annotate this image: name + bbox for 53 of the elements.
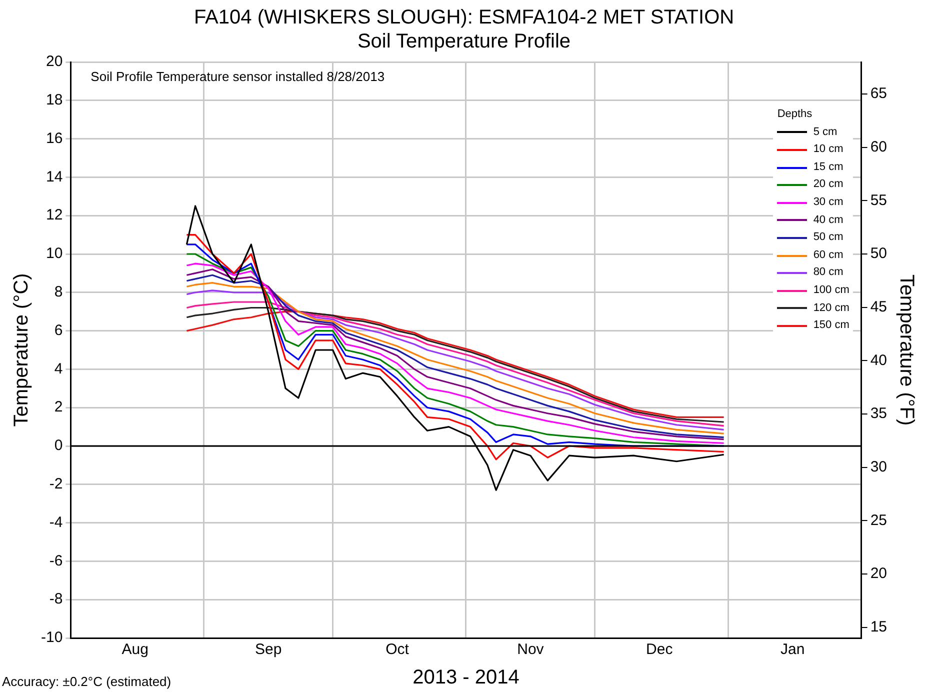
y-tick-label: -6 xyxy=(49,552,63,570)
legend-label: 5 cm xyxy=(813,124,838,140)
y2-tick-label: 20 xyxy=(870,565,888,582)
y2-tick-label: 15 xyxy=(870,618,888,636)
y-tick-label: 10 xyxy=(46,245,63,262)
chart-title: FA104 (WHISKERS SLOUGH): ESMFA104-2 MET STATION xyxy=(194,6,734,29)
legend-label: 80 cm xyxy=(813,265,844,280)
y2-tick-label: 50 xyxy=(870,245,888,262)
y2-tick-label: 55 xyxy=(870,192,888,209)
legend-label: 10 cm xyxy=(813,142,844,158)
y-tick-label: 2 xyxy=(54,398,63,416)
x-tick-label: Aug xyxy=(122,641,148,658)
legend-label: 40 cm xyxy=(813,212,844,228)
y-tick-label: 14 xyxy=(46,168,63,186)
x-axis-title: 2013 - 2014 xyxy=(412,666,520,689)
text: Accuracy: ±0.2°C (estimated) xyxy=(2,674,172,690)
y-axis-title: Temperature (°C) xyxy=(10,273,33,427)
y-tick-label: -8 xyxy=(49,590,63,608)
y-tick-label: 16 xyxy=(46,130,63,147)
legend-label: 50 cm xyxy=(813,230,844,246)
legend-label: 100 cm xyxy=(813,282,850,298)
chart-subtitle: Soil Temperature Profile xyxy=(357,30,571,53)
y-tick-label: 20 xyxy=(46,53,63,70)
y2-tick-label: 45 xyxy=(870,298,888,316)
x-tick-label: Sep xyxy=(254,641,282,658)
y-tick-label: 0 xyxy=(54,437,63,454)
y2-axis-title: Temperature (°F) xyxy=(895,274,918,426)
y2-tick-label: 65 xyxy=(870,85,888,102)
y-tick-label: -10 xyxy=(40,629,63,646)
y2-tick-label: 25 xyxy=(870,512,888,529)
x-tick-label: Oct xyxy=(386,641,410,658)
legend-label: 150 cm xyxy=(813,318,850,334)
x-tick-label: Nov xyxy=(517,641,544,658)
legend-label: 30 cm xyxy=(813,194,844,210)
y-tick-label: 4 xyxy=(54,360,63,378)
annotation: Soil Profile Temperature sensor installed 8/28/2013 xyxy=(90,69,385,84)
legend-label: 120 cm xyxy=(813,300,850,316)
legend-label: 15 cm xyxy=(813,160,844,175)
y-tick-label: -4 xyxy=(49,514,63,531)
y2-tick-label: 35 xyxy=(870,405,888,422)
y-tick-label: 8 xyxy=(54,284,63,301)
x-tick-label: Jan xyxy=(780,641,805,658)
y2-tick-label: 40 xyxy=(870,352,888,369)
y-tick-label: 6 xyxy=(54,322,63,339)
legend-title: Depths xyxy=(777,107,814,122)
y-tick-label: 18 xyxy=(46,92,63,109)
legend-label: 60 cm xyxy=(813,248,844,263)
y-tick-label: 12 xyxy=(46,206,63,224)
legend-label: 20 cm xyxy=(813,177,844,192)
x-tick-label: Dec xyxy=(646,641,674,658)
y2-tick-label: 60 xyxy=(870,138,888,156)
y2-tick-label: 30 xyxy=(870,458,888,476)
y-tick-label: -2 xyxy=(49,476,63,493)
